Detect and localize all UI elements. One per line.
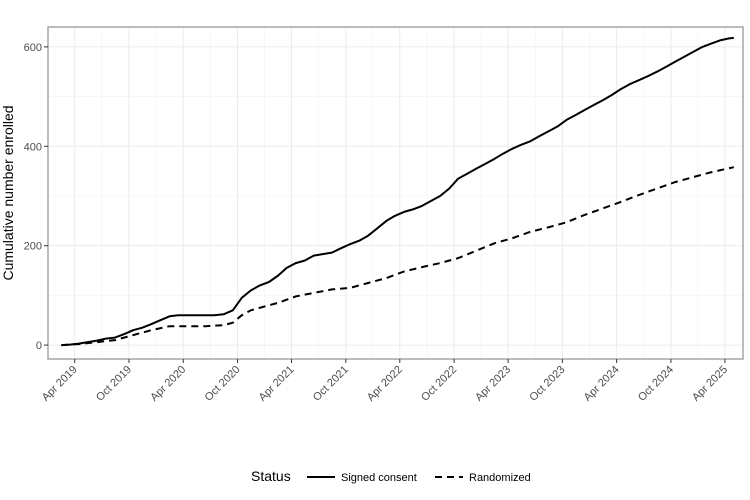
series-layer: [61, 36, 735, 347]
y-tick-label: 0: [36, 340, 42, 352]
x-tick-label: Apr 2023: [473, 364, 513, 404]
y-axis-title: Cumulative number enrolled: [0, 105, 16, 280]
x-tick-label: Oct 2022: [419, 364, 459, 404]
legend-label-signed-consent: Signed consent: [341, 472, 417, 484]
legend: Status Signed consent Randomized: [251, 468, 531, 484]
x-tick-label: Apr 2024: [582, 364, 622, 404]
x-axis: Apr 2019 Oct 2019 Apr 2020 Oct 2020 Apr 2021…: [40, 359, 730, 404]
y-tick-label: 600: [24, 42, 42, 54]
x-tick-label: Apr 2021: [257, 364, 297, 404]
series-line-signed-consent: [61, 36, 734, 347]
x-tick-label: Oct 2020: [203, 364, 243, 404]
x-tick-label: Apr 2025: [690, 364, 730, 404]
x-tick-label: Oct 2019: [94, 364, 134, 404]
x-tick-label: Oct 2024: [636, 364, 676, 404]
legend-title: Status: [251, 468, 291, 484]
legend-label-randomized: Randomized: [469, 472, 531, 484]
panel-background: [48, 27, 743, 359]
y-tick-label: 400: [24, 141, 42, 153]
x-tick-label: Apr 2020: [148, 364, 188, 404]
x-tick-label: Oct 2023: [527, 364, 567, 404]
x-tick-label: Apr 2022: [365, 364, 405, 404]
y-tick-label: 200: [24, 241, 42, 253]
panel-border: [47, 26, 744, 360]
grid: [48, 27, 743, 359]
x-tick-label: Oct 2021: [311, 364, 351, 404]
x-tick-label: Apr 2019: [40, 364, 80, 404]
series-line-randomized: [61, 166, 735, 347]
y-axis: 0 200 400 600: [24, 42, 48, 352]
